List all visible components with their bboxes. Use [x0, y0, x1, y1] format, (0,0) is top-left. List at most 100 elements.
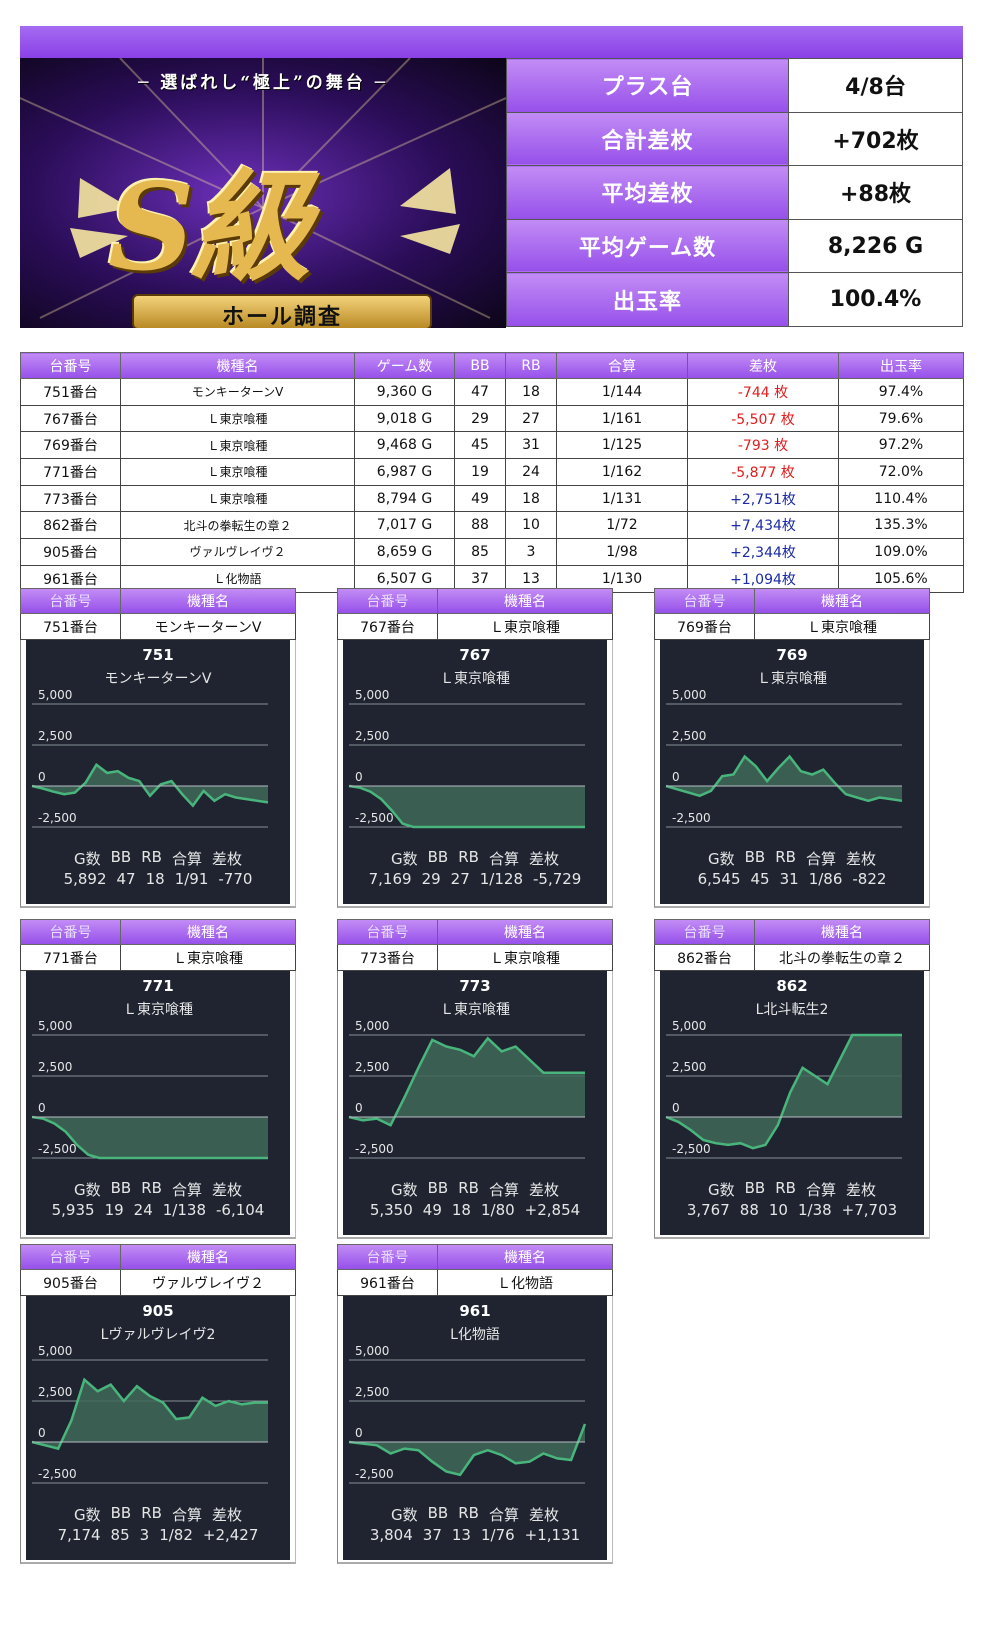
- summary-label: 平均差枚: [506, 165, 789, 220]
- card-model: ヴァルヴレイヴ２: [152, 1275, 264, 1292]
- cell-combined: 1/162: [556, 458, 688, 486]
- summary-row: 出玉率 100.4%: [506, 272, 963, 327]
- y-tick-label: 2,500: [38, 1060, 73, 1074]
- chart-svg: [348, 1359, 587, 1484]
- stat-value: 29: [421, 870, 441, 888]
- summary-label: プラス台: [506, 58, 789, 113]
- cell-bb: 47: [454, 378, 506, 406]
- card-header-model: 機種名: [504, 925, 546, 941]
- cell-no: 773番台: [20, 484, 121, 513]
- summary-label: 出玉率: [506, 272, 789, 327]
- stat-value: +1,131: [524, 1526, 581, 1544]
- card-header-no: 台番号: [21, 589, 121, 613]
- cell-model: ヴァルヴレイヴ２: [120, 538, 355, 566]
- cell-diff: +1,094枚: [687, 564, 839, 593]
- stat-value: 1/80: [480, 1201, 515, 1219]
- chart-subtitle: Ｌ東京喰種: [123, 1002, 193, 1018]
- stat-label: G数: [74, 1506, 101, 1524]
- machine-table: 台番号 機種名 ゲーム数 BB RB 合算 差枚 出玉率 751番台 モンキーター…: [20, 352, 964, 593]
- card-header-model: 機種名: [187, 594, 229, 610]
- col-header-combined: 合算: [556, 352, 688, 379]
- stat-value: 45: [750, 870, 770, 888]
- card-info-row: 961番台 Ｌ化物語: [337, 1270, 613, 1296]
- card-header: 台番号 機種名: [20, 588, 296, 614]
- stat-label: RB: [141, 848, 162, 866]
- machine-card: 台番号 機種名 751番台 モンキーターンV 751 モンキーターンV 5,000 2,500…: [20, 588, 296, 908]
- machine-card: 台番号 機種名 773番台 Ｌ東京喰種 773 Ｌ東京喰種 5,000 2,500 0 -2,50…: [337, 919, 613, 1239]
- summary-row: プラス台 4/8台: [506, 58, 963, 113]
- card-model: Ｌ東京喰種: [490, 950, 560, 967]
- machine-card: 台番号 機種名 862番台 北斗の拳転生の章２ 862 L北斗転生2 5,000 2,500 0…: [654, 919, 930, 1239]
- y-tick-label: 0: [355, 770, 363, 784]
- cell-diff: +2,751枚: [687, 484, 839, 513]
- stat-value: 5,350: [369, 1201, 413, 1219]
- stat-label: 差枚: [528, 850, 559, 868]
- card-header-model: 機種名: [821, 594, 863, 610]
- stat-label: RB: [458, 1504, 479, 1522]
- y-tick-label: -2,500: [355, 811, 394, 825]
- stat-label: G数: [708, 850, 735, 868]
- cell-diff: -793 枚: [687, 431, 839, 460]
- cell-diff: -5,877 枚: [687, 458, 839, 486]
- stat-value: 18: [145, 870, 165, 888]
- stat-label: 差枚: [845, 1181, 876, 1199]
- col-header-rb: RB: [505, 352, 557, 379]
- y-tick-label: -2,500: [355, 1467, 394, 1481]
- stat-label: RB: [775, 1179, 796, 1197]
- chart-stats-values: 3,804 37 13 1/76 +1,131: [343, 1526, 607, 1544]
- y-tick-label: 2,500: [355, 1060, 390, 1074]
- cell-combined: 1/125: [556, 431, 688, 460]
- stat-value: 1/128: [479, 870, 523, 888]
- stat-value: 6,545: [697, 870, 741, 888]
- y-tick-label: 5,000: [672, 688, 707, 702]
- cell-model: 北斗の拳転生の章２: [120, 511, 355, 540]
- chart-stats-values: 7,174 85 3 1/82 +2,427: [26, 1526, 290, 1544]
- cell-rb: 27: [505, 404, 557, 433]
- series-area: [32, 1379, 268, 1449]
- stat-label: 差枚: [211, 850, 242, 868]
- chart-subtitle: Lヴァルヴレイヴ2: [100, 1327, 216, 1343]
- stat-value: -822: [852, 870, 887, 888]
- table-row: 862番台 北斗の拳転生の章２ 7,017 G 88 10 1/72 +7,434枚 135.…: [20, 511, 964, 540]
- cell-diff: -5,507 枚: [687, 404, 839, 433]
- cell-model: Ｌ東京喰種: [120, 404, 355, 433]
- chart-title: 773: [459, 977, 491, 995]
- cell-diff: +2,344枚: [687, 538, 839, 566]
- stat-value: 5,892: [63, 870, 107, 888]
- chart-stats-labels: G数 BB RB 合算 差枚: [660, 848, 924, 869]
- cell-rb: 18: [505, 378, 557, 406]
- summary-row: 合計差枚 +702枚: [506, 111, 963, 167]
- series-line: [665, 1033, 902, 1150]
- series-line: [348, 1036, 585, 1127]
- stat-label: 合算: [171, 1506, 202, 1524]
- chart-panel: 767 Ｌ東京喰種 5,000 2,500 0 -2,500 G数 BB RB 合算 差枚 7,169…: [343, 640, 607, 904]
- card-no: 769番台: [655, 614, 755, 639]
- stat-label: BB: [110, 848, 132, 866]
- cell-no: 961番台: [20, 564, 121, 593]
- card-header-no: 台番号: [655, 589, 755, 613]
- stat-value: +7,703: [841, 1201, 898, 1219]
- chart-stats-values: 5,892 47 18 1/91 -770: [26, 870, 290, 888]
- card-info-row: 905番台 ヴァルヴレイヴ２: [20, 1270, 296, 1296]
- cell-combined: 1/98: [556, 538, 688, 566]
- card-frame: [20, 640, 296, 908]
- stat-value: 24: [133, 1201, 153, 1219]
- y-tick-label: 0: [38, 770, 46, 784]
- stat-label: RB: [458, 848, 479, 866]
- machine-card: 台番号 機種名 767番台 Ｌ東京喰種 767 Ｌ東京喰種 5,000 2,500 0 -2,50…: [337, 588, 613, 908]
- chart-title: 905: [142, 1302, 174, 1320]
- stat-value: 47: [116, 870, 136, 888]
- summary-value: +702枚: [788, 111, 963, 167]
- card-frame: [20, 971, 296, 1239]
- table-row: 771番台 Ｌ東京喰種 6,987 G 19 24 1/162 -5,877 枚 72.0%: [20, 458, 964, 486]
- chart-svg: [665, 703, 903, 828]
- cell-combined: 1/72: [556, 511, 688, 540]
- y-tick-label: 2,500: [672, 729, 707, 743]
- y-tick-label: -2,500: [38, 1142, 77, 1156]
- cell-no: 862番台: [20, 511, 121, 540]
- stat-label: 合算: [488, 1181, 519, 1199]
- chart-stats-values: 5,350 49 18 1/80 +2,854: [343, 1201, 607, 1219]
- stat-value: 7,174: [57, 1526, 101, 1544]
- stat-label: BB: [427, 1179, 449, 1197]
- chart-subtitle: L化物語: [450, 1327, 500, 1343]
